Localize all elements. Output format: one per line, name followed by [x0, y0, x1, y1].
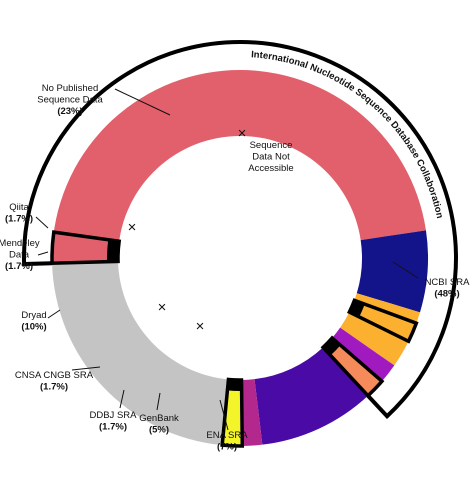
inaccessible-tab [323, 337, 341, 356]
cross-marker: × [158, 299, 167, 316]
leader-line [119, 389, 125, 409]
leader-line [114, 88, 171, 116]
slice-mendeley-data [241, 379, 263, 446]
slice-ddbj-sra [332, 327, 395, 382]
slice-label-cnsa-cngb-sra: CNSA CNGB SRA (1.7%) [15, 370, 94, 393]
slice-no-published-sequence-data [52, 261, 229, 446]
slice-label-mendeley-data: Mendeley Data (1.7%) [0, 238, 40, 272]
ncbi-inaccessible-outline [50, 230, 122, 266]
inaccessible-tab [349, 300, 365, 317]
cross-marker: × [196, 318, 205, 335]
cross-marker: × [128, 219, 137, 236]
leader-line [156, 392, 161, 411]
leader-line [35, 216, 49, 229]
slice-label-no-published-sequence-data: No Published Sequence Data (23%) [37, 83, 103, 117]
slice-label-dryad: Dryad (10%) [21, 310, 46, 333]
annotation-sequence-data-not-accessible: Sequence Data Not Accessible [248, 140, 293, 174]
inaccessible-tab [107, 239, 120, 262]
slice-ena-sra [356, 230, 428, 313]
leader-line [71, 366, 101, 371]
leader-line [392, 261, 419, 279]
slice-label-genbank: GenBank (5%) [139, 413, 179, 436]
insdc-bracket [22, 40, 458, 420]
slice-cnsa-cngb-sra [323, 337, 382, 396]
cross-marker: × [238, 125, 247, 142]
cnsa-inaccessible-outline [320, 335, 385, 399]
leader-line [219, 399, 229, 431]
slice-label-ncbi-sra: NCBI SRA (48%) [425, 277, 471, 300]
slice-dryad [254, 347, 368, 445]
leader-line [47, 309, 61, 319]
slice-label-qiita: Qiita (1.7%) [5, 202, 33, 225]
slice-ncbi-sra [52, 70, 426, 264]
slice-label-ddbj-sra: DDBJ SRA (1.7%) [90, 410, 138, 433]
slice-label-ena-sra: ENA SRA (7%) [206, 430, 248, 453]
inaccessible-tab [227, 379, 242, 391]
leader-line [37, 251, 49, 256]
genbank-inaccessible-outline [347, 298, 419, 344]
